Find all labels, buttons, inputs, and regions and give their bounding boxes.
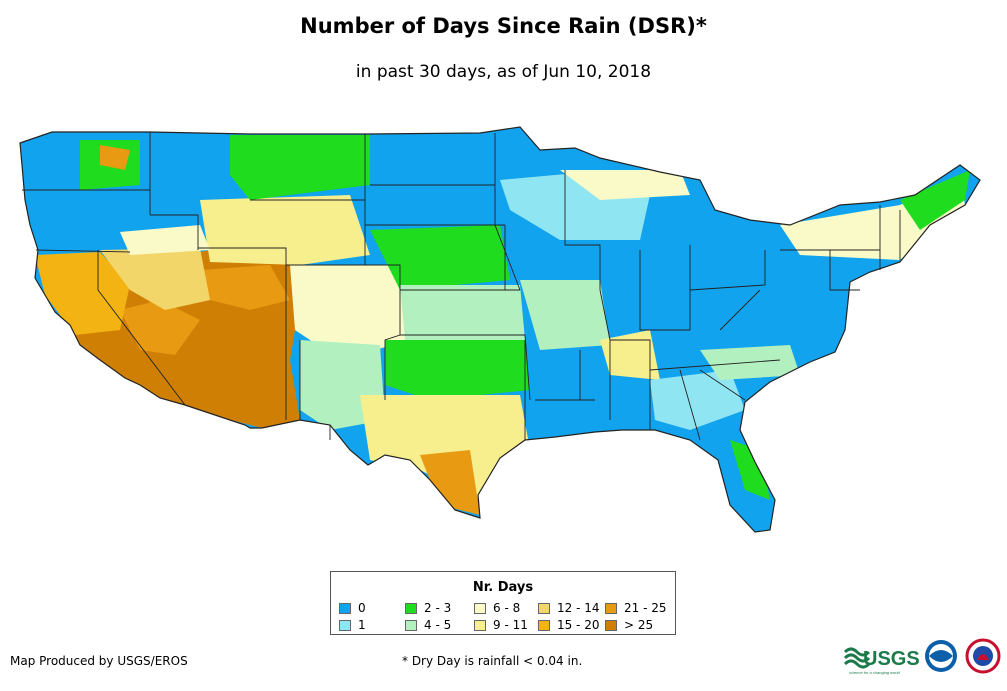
dsr-region-wyoming (200, 195, 370, 265)
dsr-region-michigan-north (560, 170, 690, 200)
legend-swatch (405, 603, 417, 614)
legend-label: 4 - 5 (424, 618, 452, 632)
dsr-region-oklahoma (385, 340, 530, 400)
legend-item-6: 12 - 14 (538, 602, 600, 615)
usgs-wordmark: USGS (863, 648, 920, 670)
footnote: * Dry Day is rainfall < 0.04 in. (402, 654, 583, 668)
map-title: Number of Days Since Rain (DSR)* (300, 14, 707, 38)
legend-item-2: 2 - 3 (405, 602, 451, 615)
legend-label: 2 - 3 (424, 601, 452, 615)
dsr-region-maine (900, 170, 970, 230)
dsr-region-idaho-south (120, 225, 210, 255)
legend-swatch (405, 620, 417, 631)
legend: Nr. Days 0 1 2 - 3 4 - 5 6 - 8 9 - 11 12… (330, 571, 676, 635)
map-subtitle: in past 30 days, as of Jun 10, 2018 (355, 62, 652, 82)
legend-swatch (538, 603, 550, 614)
nws-tornado-icon (977, 654, 989, 660)
noaa-bird-icon (929, 650, 953, 662)
dsr-region-kansas (400, 285, 525, 340)
legend-item-7: 15 - 20 (538, 619, 600, 632)
dsr-region-great-basin (100, 248, 210, 310)
legend-title: Nr. Days (472, 580, 534, 595)
legend-label: 15 - 20 (557, 618, 600, 632)
legend-swatch (339, 603, 351, 614)
legend-label: 0 (358, 601, 366, 615)
dsr-region-tennessee (600, 330, 660, 380)
legend-swatch (474, 603, 486, 614)
legend-swatch (605, 620, 617, 631)
legend-label: 21 - 25 (624, 601, 667, 615)
dsr-region-montana (230, 135, 370, 200)
dsr-region-missouri (520, 280, 610, 350)
legend-swatch (605, 603, 617, 614)
dsr-region-south-texas (420, 450, 480, 515)
legend-label: 1 (358, 618, 366, 632)
nws-logo (965, 638, 1001, 674)
legend-label: 9 - 11 (493, 618, 528, 632)
dsr-region-colorado (290, 265, 410, 360)
legend-swatch (538, 620, 550, 631)
state-boundaries (19, 126, 981, 533)
legend-item-8: 21 - 25 (605, 602, 667, 615)
usgs-tagline: science for a changing world (849, 670, 900, 675)
dsr-region-texas (360, 395, 530, 500)
dsr-region-georgia (650, 370, 745, 430)
legend-item-3: 4 - 5 (405, 619, 451, 632)
legend-item-4: 6 - 8 (474, 602, 520, 615)
legend-swatch (339, 620, 351, 631)
legend-label: 12 - 14 (557, 601, 600, 615)
legend-item-9: > 25 (605, 619, 653, 632)
noaa-logo (925, 640, 957, 672)
dsr-map (19, 126, 981, 533)
dsr-region-cascades (100, 145, 130, 170)
legend-item-0: 0 (339, 602, 366, 615)
agency-logos: USGS science for a changing world (843, 638, 1001, 675)
legend-label: > 25 (624, 618, 654, 632)
us-outline (19, 126, 981, 533)
dsr-region-mojave (120, 300, 200, 355)
dsr-region-california (35, 252, 130, 335)
dsr-fill-layer (20, 127, 980, 532)
legend-swatch (474, 620, 486, 631)
legend-item-5: 9 - 11 (474, 619, 528, 632)
usgs-logo: USGS science for a changing world (843, 647, 920, 675)
legend-label: 6 - 8 (493, 601, 521, 615)
usgs-wave-icon (843, 647, 871, 669)
map-credit: Map Produced by USGS/EROS (10, 654, 188, 668)
legend-item-1: 1 (339, 619, 366, 632)
dsr-region-utah (200, 265, 290, 310)
dsr-region-nebraska (370, 225, 510, 290)
